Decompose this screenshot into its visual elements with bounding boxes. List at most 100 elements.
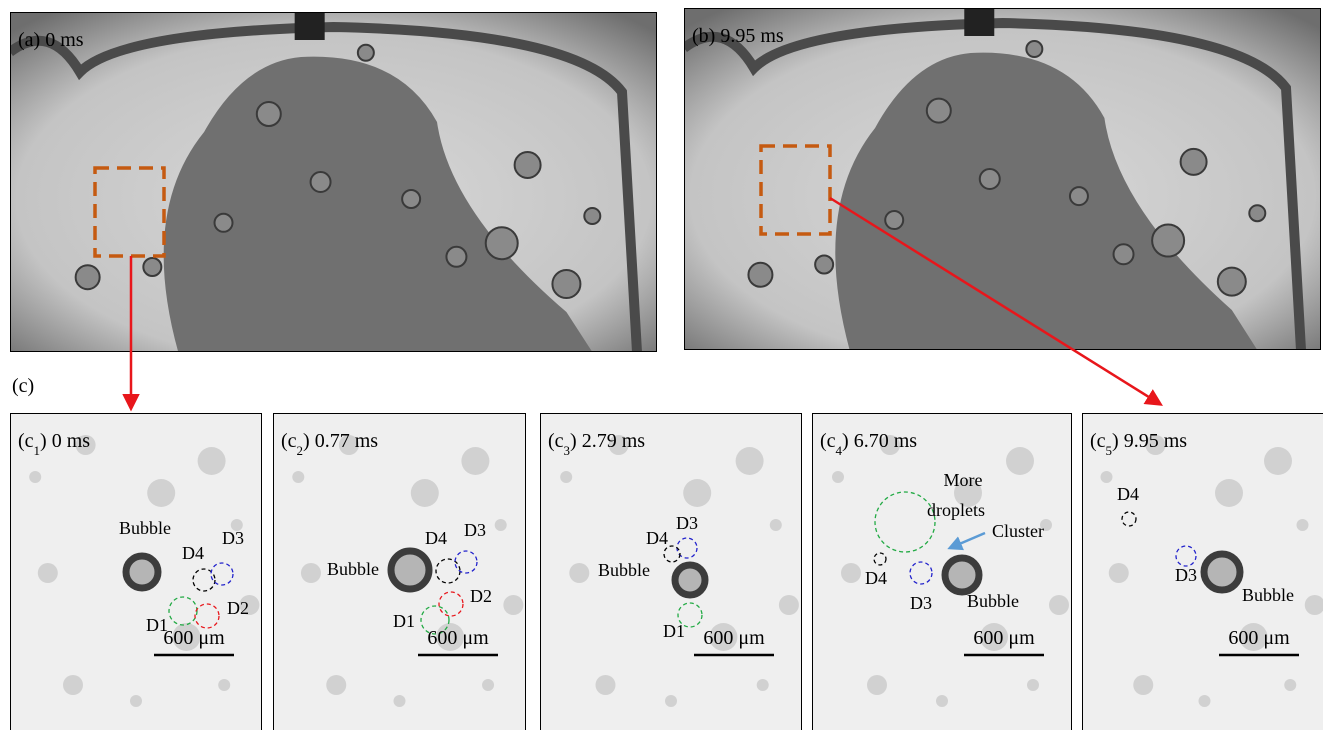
speck	[147, 479, 175, 507]
annotation: D3	[222, 528, 244, 548]
annotation: droplets	[927, 500, 985, 520]
label-prefix: (c	[1090, 430, 1106, 452]
annotation: Bubble	[1242, 585, 1294, 605]
speck	[832, 471, 844, 483]
panel-label: (a) 0 ms	[18, 29, 84, 51]
speck	[1297, 519, 1309, 531]
speck	[29, 471, 41, 483]
speck	[1133, 675, 1153, 695]
speck	[63, 675, 83, 695]
annotation: Cluster	[992, 521, 1044, 541]
speck	[218, 679, 230, 691]
droplet	[446, 247, 466, 267]
speck	[770, 519, 782, 531]
annotation: Bubble	[598, 560, 650, 580]
speck	[569, 563, 589, 583]
droplet	[1152, 225, 1184, 257]
speck	[198, 447, 226, 475]
annotation: D1	[393, 611, 415, 631]
speck	[1101, 471, 1113, 483]
speck	[757, 679, 769, 691]
label-suffix: ) 9.95 ms	[1112, 430, 1187, 452]
label-suffix: ) 6.70 ms	[842, 430, 917, 452]
annotation: Bubble	[967, 591, 1019, 611]
droplet	[1218, 268, 1246, 296]
zoom-photo	[10, 413, 262, 730]
photo	[10, 12, 657, 352]
section-label: (c)	[12, 375, 34, 397]
droplet	[215, 214, 233, 232]
speck	[1049, 595, 1069, 615]
droplet	[358, 45, 374, 61]
speck	[1284, 679, 1296, 691]
scale-label: 600 μm	[163, 627, 225, 649]
annotation: D3	[1175, 565, 1197, 585]
speck	[1109, 563, 1129, 583]
speck	[1006, 447, 1034, 475]
label-prefix: (c	[281, 430, 297, 452]
droplet	[584, 208, 600, 224]
droplet	[1070, 187, 1088, 205]
speck	[596, 675, 616, 695]
speck	[326, 675, 346, 695]
bubble	[675, 565, 705, 595]
label-suffix: ) 2.79 ms	[570, 430, 645, 452]
annotation: D4	[425, 528, 447, 548]
scale-label: 600 μm	[703, 627, 765, 649]
speck	[394, 695, 406, 707]
speck	[292, 471, 304, 483]
speck	[1215, 479, 1243, 507]
annotation: More	[944, 470, 983, 490]
bubble	[945, 558, 979, 592]
nozzle	[964, 8, 994, 36]
speck	[130, 695, 142, 707]
droplet	[76, 265, 100, 289]
annotation: Bubble	[119, 518, 171, 538]
speck	[301, 563, 321, 583]
droplet	[552, 270, 580, 298]
zoom-photo	[540, 413, 802, 730]
annotation: D4	[865, 568, 887, 588]
speck	[560, 471, 572, 483]
label-prefix: (c	[548, 430, 564, 452]
figure: (a) 0 ms(b) 9.95 ms (c1) 0 msBubbleD4D3D…	[0, 0, 1323, 730]
bubble	[1204, 554, 1240, 590]
speck	[779, 595, 799, 615]
annotation: D4	[646, 528, 668, 548]
annotation: D3	[464, 520, 486, 540]
label-prefix: (c	[820, 430, 836, 452]
photo	[684, 8, 1321, 350]
annotation: D4	[1117, 484, 1139, 504]
zoom-photo	[812, 413, 1072, 730]
bubble	[126, 556, 158, 588]
annotation: D2	[470, 586, 492, 606]
speck	[1199, 695, 1211, 707]
droplet	[311, 172, 331, 192]
label-suffix: ) 0.77 ms	[303, 430, 378, 452]
droplet	[257, 102, 281, 126]
droplet	[402, 190, 420, 208]
droplet	[927, 99, 951, 123]
nozzle	[295, 12, 325, 40]
scale-label: 600 μm	[427, 627, 489, 649]
speck	[936, 695, 948, 707]
label-suffix: ) 0 ms	[40, 430, 90, 452]
speck	[461, 447, 489, 475]
scale-label: 600 μm	[973, 627, 1035, 649]
annotation: D2	[227, 598, 249, 618]
annotation: D3	[910, 593, 932, 613]
speck	[665, 695, 677, 707]
speck	[683, 479, 711, 507]
speck	[495, 519, 507, 531]
speck	[841, 563, 861, 583]
speck	[867, 675, 887, 695]
zoom-photo	[1082, 413, 1323, 730]
scale-label: 600 μm	[1228, 627, 1290, 649]
bubble	[391, 551, 429, 589]
droplet	[486, 227, 518, 259]
speck	[38, 563, 58, 583]
label-prefix: (c	[18, 430, 34, 452]
droplet	[515, 152, 541, 178]
speck	[736, 447, 764, 475]
speck	[1027, 679, 1039, 691]
